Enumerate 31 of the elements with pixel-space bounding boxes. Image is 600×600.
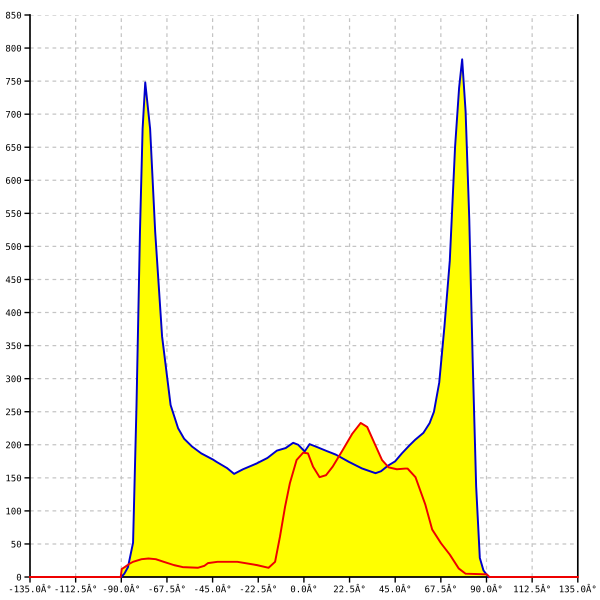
x-tick-label: 67.5Â° — [425, 584, 456, 592]
x-tick-label: -112.5Â° — [55, 584, 96, 592]
x-tick-label: 0.0Â° — [290, 584, 316, 592]
y-tick-label: 600 — [6, 177, 22, 184]
y-tick-label: 700 — [6, 110, 22, 118]
x-tick-label: 90.0Â° — [470, 584, 502, 592]
x-tick-label: -135.0Â° — [10, 584, 50, 592]
y-tick-label: 200 — [6, 442, 22, 448]
y-tick-label: 750 — [6, 78, 22, 85]
y-tick-label: 450 — [6, 276, 22, 284]
x-tick-label: -90.0Â° — [104, 584, 140, 592]
x-tick-label: 45.0Â° — [379, 584, 410, 592]
x-tick-label: -67.5Â° — [149, 584, 185, 592]
y-tick-label: 500 — [6, 243, 22, 250]
y-tick-label: 100 — [6, 508, 22, 514]
y-tick-label: 550 — [6, 210, 22, 217]
y-tick-label: 800 — [6, 44, 22, 52]
x-tick-label: -22.5Â° — [240, 584, 276, 592]
x-tick-label: 22.5Â° — [334, 584, 365, 592]
x-tick-label: -45.0Â° — [195, 584, 230, 592]
y-tick-label: 50 — [11, 540, 22, 548]
x-tick-label: 135.0Â° — [560, 584, 596, 592]
y-tick-label: 150 — [6, 474, 22, 482]
y-tick-label: 650 — [6, 144, 22, 151]
y-tick-label: 300 — [6, 375, 22, 382]
y-tick-label: 0 — [16, 574, 22, 581]
x-tick-label: 112.5Â° — [514, 584, 550, 592]
y-tick-label: 400 — [6, 309, 22, 316]
y-tick-label: 350 — [6, 342, 22, 350]
y-tick-label: 850 — [6, 12, 22, 19]
y-tick-label: 250 — [6, 408, 22, 416]
